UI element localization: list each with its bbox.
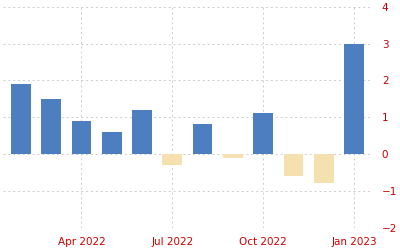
Bar bbox=[102, 132, 122, 154]
Bar bbox=[162, 154, 182, 165]
Bar bbox=[72, 121, 91, 154]
Bar bbox=[11, 84, 31, 154]
Bar bbox=[223, 154, 243, 158]
Bar bbox=[284, 154, 303, 176]
Bar bbox=[344, 44, 364, 154]
Bar bbox=[193, 124, 212, 154]
Bar bbox=[132, 110, 152, 154]
Bar bbox=[253, 114, 273, 154]
Bar bbox=[41, 99, 61, 154]
Bar bbox=[314, 154, 334, 183]
